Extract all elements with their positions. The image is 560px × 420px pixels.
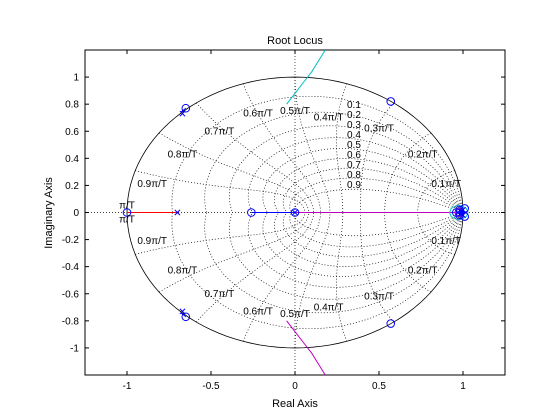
wn-label-lower: 0.8π/T <box>168 266 198 277</box>
wn-curve-lower <box>335 212 348 342</box>
damping-ratio-label: 0.5 <box>347 140 361 151</box>
damping-ratio-label: 0.3 <box>347 120 361 131</box>
wn-curve-lower <box>384 212 432 293</box>
wn-label-upper: π/T <box>119 201 135 212</box>
x-tick-label: -0.5 <box>202 381 220 392</box>
zero-marker <box>247 208 256 217</box>
y-tick-label: -1 <box>70 343 79 354</box>
zero-marker <box>181 312 191 322</box>
pole-marker <box>455 209 461 216</box>
damping-curve-upper <box>289 177 464 213</box>
wn-curve-upper <box>242 83 321 213</box>
pole-marker <box>174 209 181 216</box>
y-tick-label: -0.4 <box>62 262 80 273</box>
wn-label-lower: 0.5π/T <box>280 309 310 320</box>
x-tick-label: 0 <box>292 381 298 392</box>
wn-label-lower: 0.6π/T <box>243 306 273 317</box>
wn-label-upper: 0.3π/T <box>364 124 394 135</box>
damping-ratio-label: 0.7 <box>347 160 361 171</box>
y-tick-label: 0.6 <box>65 127 79 138</box>
wn-label-lower: 0.4π/T <box>314 302 344 313</box>
wn-curve-upper <box>158 132 309 213</box>
pole-marker <box>179 308 186 315</box>
y-tick-label: 0.8 <box>65 100 79 111</box>
zero-marker <box>122 208 132 217</box>
wn-label-lower: 0.7π/T <box>205 289 235 300</box>
wn-label-lower: 0.9π/T <box>137 236 167 247</box>
wn-label-lower: 0.2π/T <box>408 266 438 277</box>
wn-curve-upper <box>417 170 455 213</box>
damping-ratio-label: 0.4 <box>347 130 361 141</box>
y-tick-label: -0.8 <box>62 316 80 327</box>
y-axis-label: Imaginary Axis <box>43 177 55 249</box>
y-tick-label: -0.2 <box>62 235 80 246</box>
x-tick-label: 1 <box>460 381 466 392</box>
wn-label-upper: 0.5π/T <box>280 106 310 117</box>
wn-curve-upper <box>384 132 432 213</box>
damping-ratio-label: 0.1 <box>347 100 361 111</box>
y-tick-label: 0.2 <box>65 181 79 192</box>
pole-marker <box>292 209 298 216</box>
locus-branch <box>286 320 326 375</box>
damping-ratio-label: 0.8 <box>347 170 361 181</box>
wn-curve-lower <box>242 212 321 342</box>
wn-curve-lower <box>158 212 309 293</box>
wn-label-lower: π/T <box>119 214 135 225</box>
wn-label-upper: 0.4π/T <box>314 113 344 124</box>
zero-marker <box>386 319 396 328</box>
y-tick-label: -0.6 <box>62 289 80 300</box>
wn-label-upper: 0.8π/T <box>168 149 198 160</box>
wn-curve-lower <box>135 212 306 255</box>
damping-curve-upper <box>247 137 464 213</box>
x-tick-label: -1 <box>123 381 132 392</box>
chart-title: Root Locus <box>267 35 323 47</box>
damping-ratio-label: 0.2 <box>347 110 361 121</box>
wn-label-lower: 0.3π/T <box>364 291 394 302</box>
damping-ratio-label: 0.9 <box>347 180 361 191</box>
y-tick-label: 0.4 <box>65 154 79 165</box>
damping-curve-upper <box>274 158 464 213</box>
zero-marker <box>181 103 191 113</box>
damping-curve-upper <box>204 111 464 213</box>
locus-branch <box>180 312 187 318</box>
damping-curve-lower <box>289 212 464 248</box>
damping-curve-lower <box>247 212 464 288</box>
x-tick-label: 0.5 <box>372 381 386 392</box>
locus-branch <box>286 50 326 105</box>
wn-label-lower: 0.1π/T <box>431 236 461 247</box>
wn-curve-upper <box>294 77 331 213</box>
wn-label-upper: 0.6π/T <box>243 109 273 120</box>
zero-marker <box>460 204 469 213</box>
damping-curve-lower <box>204 212 464 314</box>
zero-marker <box>290 208 300 217</box>
wn-label-upper: 0.9π/T <box>137 179 167 190</box>
wn-curve-lower <box>294 212 331 348</box>
y-tick-label: 0 <box>73 208 79 219</box>
plot-content: 0.10.20.30.40.50.60.70.80.9 0.1π/T 0.1π/T 0… <box>85 50 505 375</box>
zero-marker <box>386 97 396 106</box>
locus-branch <box>180 107 187 113</box>
wn-curve-upper <box>335 83 348 213</box>
pole-marker <box>460 206 466 213</box>
damping-curve-lower <box>274 212 464 267</box>
wn-label-upper: 0.2π/T <box>408 149 438 160</box>
wn-curve-upper <box>135 170 306 213</box>
pole-marker <box>460 212 466 219</box>
locus-branch <box>449 205 469 220</box>
x-axis-label: Real Axis <box>272 398 318 410</box>
wn-curve-lower <box>417 212 455 255</box>
wn-label-upper: 0.1π/T <box>431 179 461 190</box>
plot-area: 0.10.20.30.40.50.60.70.80.9 0.1π/T0.1π/T0… <box>62 49 506 392</box>
zero-marker <box>460 212 469 221</box>
pole-marker <box>179 110 186 117</box>
wn-curve-upper <box>195 102 314 213</box>
y-tick-label: 1 <box>73 73 79 84</box>
wn-label-upper: 0.7π/T <box>205 126 235 137</box>
damping-ratio-label: 0.6 <box>347 150 361 161</box>
wn-curve-lower <box>195 212 314 323</box>
